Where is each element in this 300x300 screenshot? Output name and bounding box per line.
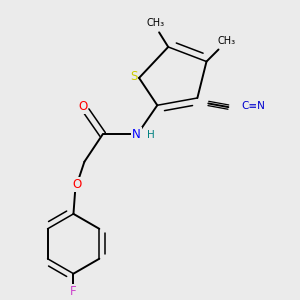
Text: C≡N: C≡N [241,101,265,111]
Text: CH₃: CH₃ [218,37,236,46]
Text: O: O [78,100,87,113]
Text: O: O [73,178,82,191]
Text: N: N [132,128,141,141]
Text: H: H [147,130,155,140]
Text: S: S [130,70,137,83]
Text: F: F [70,285,77,298]
Text: CH₃: CH₃ [146,18,164,28]
